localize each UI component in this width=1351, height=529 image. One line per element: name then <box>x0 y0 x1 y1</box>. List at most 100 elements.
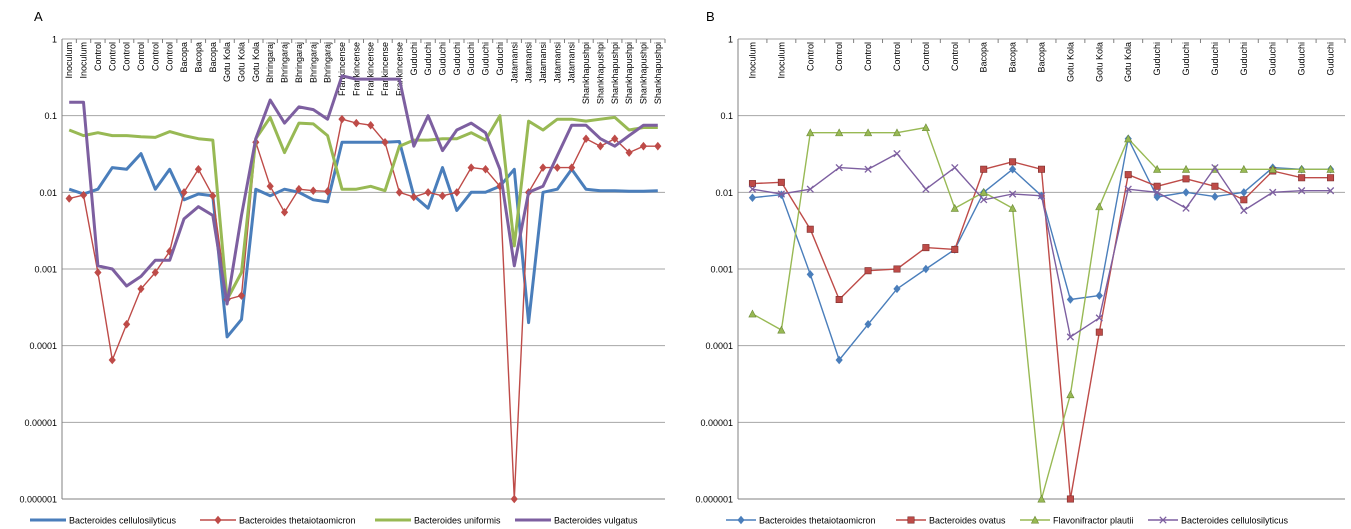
panel-label-b: B <box>706 9 715 24</box>
x-tick-label: Control <box>93 42 103 71</box>
data-point <box>137 284 145 294</box>
x-tick-label: Gotu Kola <box>1065 42 1075 82</box>
x-tick-label: Frankincense <box>337 42 347 96</box>
x-tick-label: Gotu Kola <box>222 42 232 82</box>
x-tick-label: Gotu Kola <box>236 42 246 82</box>
data-point <box>582 134 590 144</box>
x-tick-label: Guduchi <box>481 42 491 76</box>
data-point <box>864 320 872 329</box>
data-point <box>654 141 662 151</box>
x-tick-label: Jatamansi <box>538 42 548 83</box>
data-point <box>864 267 872 275</box>
data-point <box>1297 187 1306 195</box>
data-point <box>194 164 202 174</box>
legend-label: Bacteroides thetaiotaomicron <box>759 516 876 526</box>
x-tick-label: Shankhapushpi <box>624 42 634 104</box>
data-point <box>980 165 988 173</box>
data-point <box>1038 165 1046 173</box>
series-line <box>68 140 658 339</box>
data-point <box>324 187 332 196</box>
legend-label: Bacteroides thetaiotaomicron <box>239 516 356 526</box>
chart-panel-b: B 1 0.1 0.01 0.001 0.0001 0.00001 0.000001 Inoc… <box>695 9 1346 526</box>
y-tick-label: 1 <box>52 35 57 45</box>
data-point <box>309 186 317 195</box>
x-tick-label: Shankhapushpi <box>638 42 648 104</box>
x-tick-label: Shankhapushpi <box>595 42 605 104</box>
legend-item: Bacteroides uniformis <box>375 516 501 526</box>
x-tick-label: Shankhapushpi <box>610 42 620 104</box>
data-point <box>266 181 274 191</box>
data-point <box>806 225 814 233</box>
legend-marker <box>214 515 222 525</box>
series-bacteroides-cellulosilyticus <box>68 140 658 339</box>
data-point <box>639 141 648 151</box>
legend-item: Bacteroides ovatus <box>896 516 1006 526</box>
data-point <box>1153 164 1162 173</box>
data-point <box>467 163 475 172</box>
data-point <box>1240 188 1248 197</box>
data-point <box>395 188 403 197</box>
data-point <box>950 203 959 212</box>
series-line <box>752 161 1331 500</box>
x-tick-label: Control <box>892 42 902 71</box>
x-tick-label: Bhringaraj <box>294 42 304 83</box>
data-point <box>1066 333 1075 341</box>
data-point <box>1009 158 1017 166</box>
data-point <box>1066 295 1074 304</box>
data-point <box>625 148 633 157</box>
x-tick-label: Inoculum <box>79 42 89 79</box>
x-tick-label: Frankincense <box>351 42 361 96</box>
data-point <box>381 137 389 147</box>
y-tick-label: 0.01 <box>39 188 57 198</box>
data-point <box>893 149 901 158</box>
x-tick-label: Control <box>950 42 960 71</box>
data-point <box>806 185 814 193</box>
x-tick-label: Bhringaraj <box>265 42 275 83</box>
x-tick-label: Control <box>921 42 931 71</box>
data-point <box>151 268 159 277</box>
legend-label: Flavonifractor plautii <box>1053 516 1134 526</box>
legend-label: Bacteroides cellulosilyticus <box>1181 516 1289 526</box>
data-point <box>1037 494 1046 503</box>
data-point <box>295 184 303 194</box>
y-tick-label: 0.1 <box>720 111 733 121</box>
data-point <box>806 270 814 279</box>
legend-marker <box>1159 516 1167 524</box>
data-point <box>481 164 490 174</box>
data-point <box>1211 163 1219 172</box>
series-bacteroides-uniformis <box>68 114 658 301</box>
data-point <box>1268 164 1277 173</box>
data-point <box>893 265 901 273</box>
data-point <box>1009 164 1017 174</box>
data-point <box>979 187 988 196</box>
x-tick-label: Bacopa <box>179 42 189 73</box>
data-point <box>748 309 757 318</box>
data-point <box>922 185 930 193</box>
data-point <box>835 163 843 172</box>
y-tick-label: 1 <box>728 35 733 45</box>
x-tick-label: Guduchi <box>1239 42 1249 76</box>
x-tick-label: Guduchi <box>1297 42 1307 76</box>
data-point <box>123 320 131 329</box>
data-point <box>79 190 88 200</box>
data-point <box>280 207 289 217</box>
x-tick-label: Jatamansi <box>524 42 534 83</box>
x-tick-label: Control <box>165 42 175 71</box>
data-point <box>1182 175 1190 183</box>
x-tick-label: Inoculum <box>747 42 757 79</box>
series-flavonifractor-plautii <box>748 123 1335 503</box>
legend-item: Bacteroides cellulosilyticus <box>1148 516 1289 526</box>
data-point <box>1095 328 1103 336</box>
legend-item: Bacteroides cellulosilyticus <box>30 516 177 526</box>
data-point <box>1211 182 1219 190</box>
x-tick-label: Jatamansi <box>509 42 519 83</box>
data-point <box>352 118 360 128</box>
y-tick-label: 0.00001 <box>24 418 57 428</box>
data-point <box>1066 495 1074 503</box>
x-tick-label: Bacopa <box>208 42 218 73</box>
x-tick-label: Shankhapushpi <box>581 42 591 104</box>
data-point <box>596 141 604 151</box>
legend-item: Bacteroides vulgatus <box>515 516 638 526</box>
data-point <box>835 128 844 137</box>
